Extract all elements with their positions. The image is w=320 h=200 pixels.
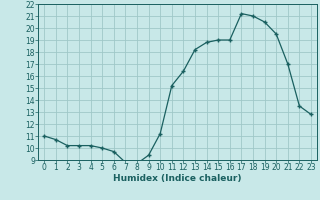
- X-axis label: Humidex (Indice chaleur): Humidex (Indice chaleur): [113, 174, 242, 183]
